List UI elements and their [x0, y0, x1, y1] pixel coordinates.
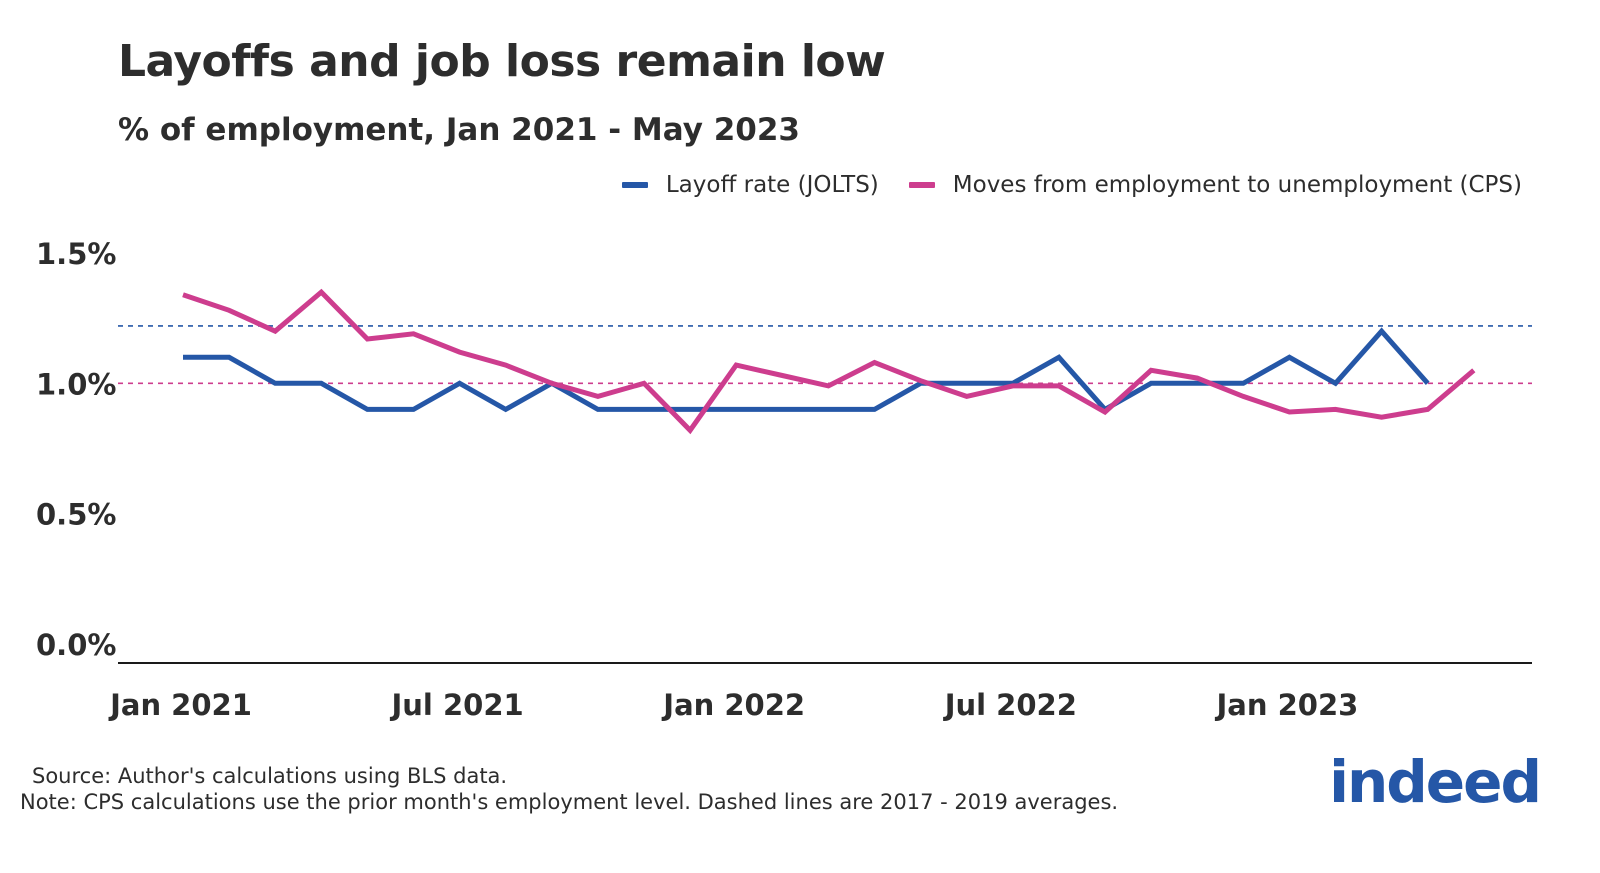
legend-swatch-cps	[908, 182, 935, 188]
indeed-logo: indeed	[1329, 748, 1542, 816]
x-tick-label: Jan 2021	[108, 688, 252, 722]
x-tick-label: Jul 2021	[390, 688, 524, 722]
chart-title: Layoffs and job loss remain low	[118, 36, 886, 87]
legend-label-cps: Moves from employment to unemployment (C…	[952, 172, 1522, 198]
chart-subtitle: % of employment, Jan 2021 - May 2023	[118, 112, 800, 148]
series-line-jolts	[183, 327, 1430, 413]
logo-wordmark: indeed	[1329, 748, 1542, 816]
y-tick-label: 0.5%	[36, 498, 116, 532]
legend-label-jolts: Layoff rate (JOLTS)	[665, 172, 879, 198]
series-line-cps	[182, 288, 1476, 435]
y-tick-label: 1.0%	[36, 367, 116, 401]
footnote: Note: CPS calculations use the prior mon…	[20, 790, 1119, 814]
legend-item-jolts: Layoff rate (JOLTS)	[621, 172, 879, 198]
chart-legend: Layoff rate (JOLTS) Moves from employmen…	[592, 172, 1522, 198]
legend-item-cps: Moves from employment to unemployment (C…	[908, 172, 1522, 198]
legend-swatch-jolts	[621, 182, 648, 188]
source-note: Source: Author's calculations using BLS …	[32, 764, 508, 788]
y-tick-label: 0.0%	[36, 628, 116, 662]
x-tick-label: Jan 2022	[661, 688, 805, 722]
y-tick-label: 1.5%	[36, 237, 116, 271]
x-tick-label: Jul 2022	[943, 688, 1077, 722]
x-tick-label: Jan 2023	[1214, 688, 1358, 722]
